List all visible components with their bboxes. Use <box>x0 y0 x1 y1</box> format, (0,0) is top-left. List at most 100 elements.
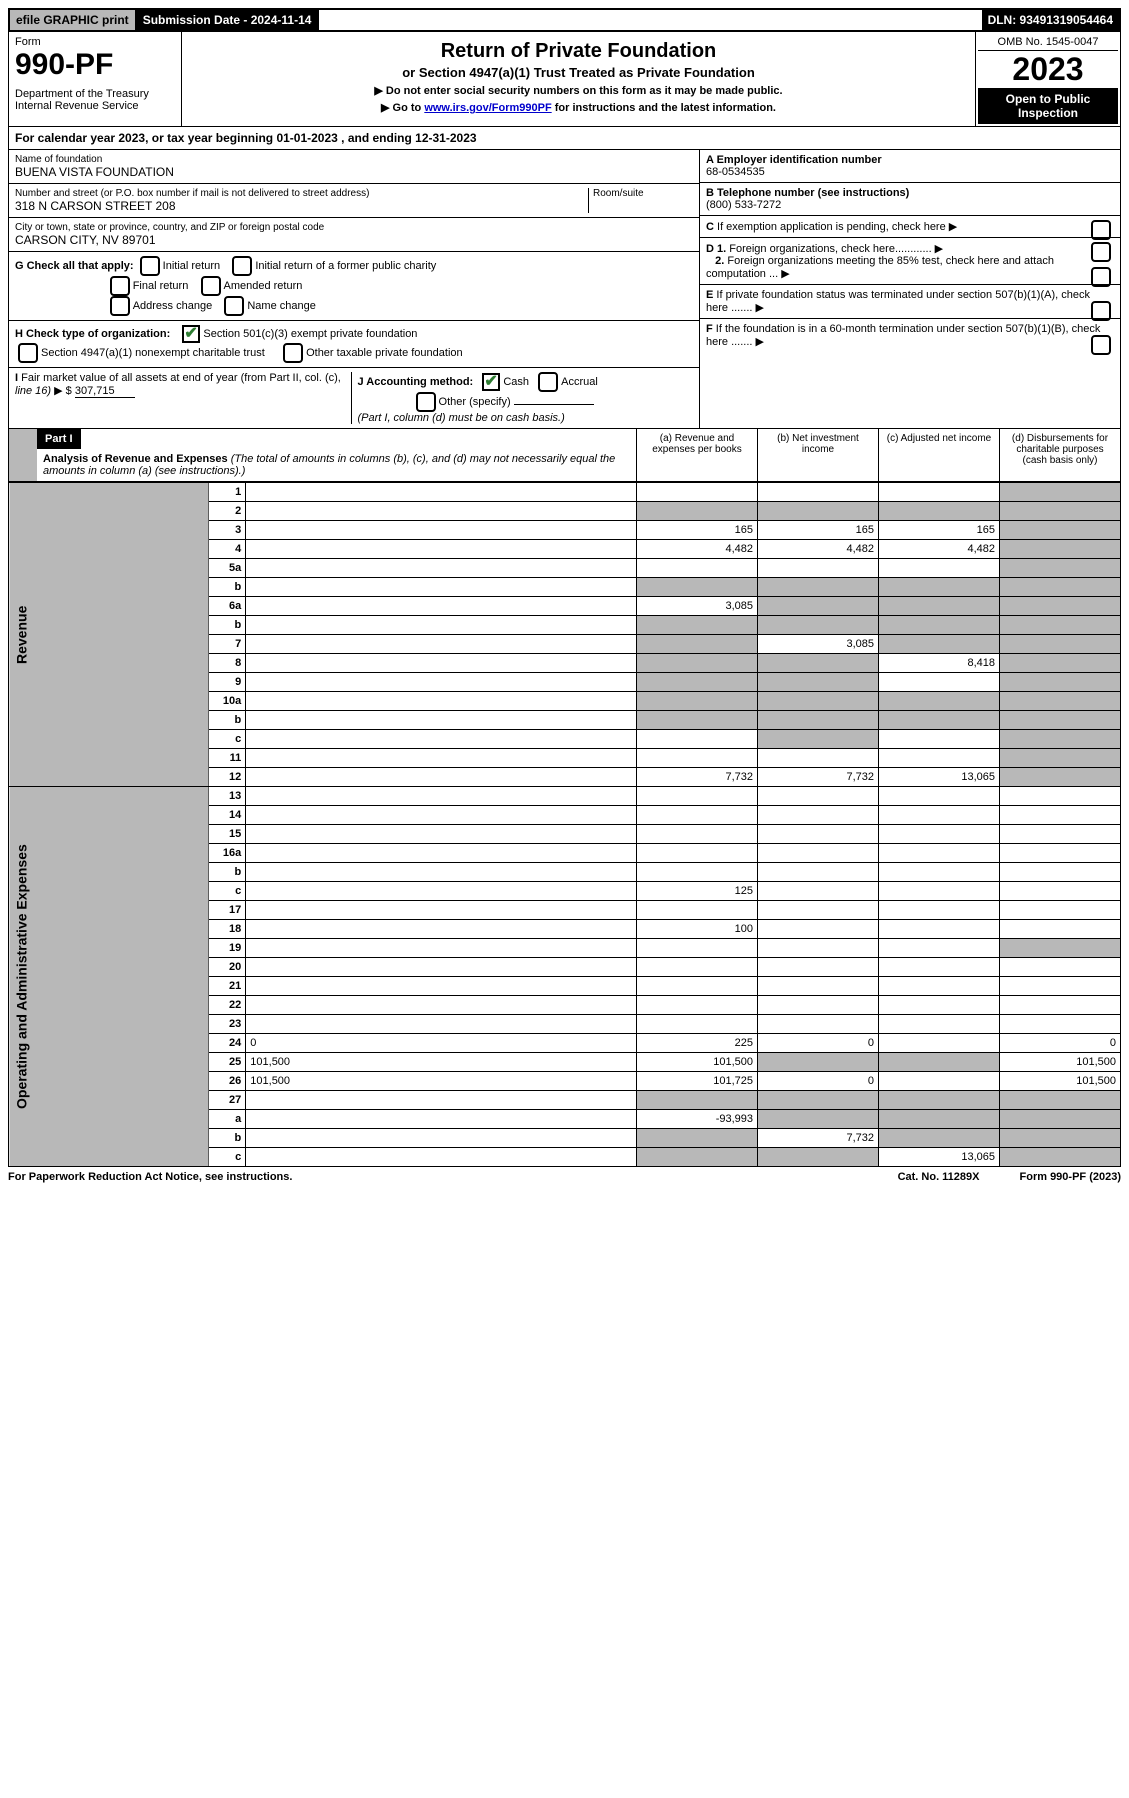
line-desc <box>246 540 637 559</box>
line-number: b <box>209 616 246 635</box>
cell-a: 101,725 <box>637 1072 758 1091</box>
ein-value: 68-0534535 <box>706 166 1114 178</box>
line-desc <box>246 996 637 1015</box>
cell-d <box>1000 787 1121 806</box>
cell-d <box>1000 844 1121 863</box>
cell-c <box>879 692 1000 711</box>
cell-a <box>637 996 758 1015</box>
part1-header-row: Part I Analysis of Revenue and Expenses … <box>8 429 1121 482</box>
cell-d: 101,500 <box>1000 1053 1121 1072</box>
cell-a: 125 <box>637 882 758 901</box>
cell-a <box>637 844 758 863</box>
cell-b: 7,732 <box>758 1129 879 1148</box>
cell-d <box>1000 1110 1121 1129</box>
room-label: Room/suite <box>593 188 693 199</box>
check-4947[interactable] <box>18 343 38 363</box>
cell-a <box>637 654 758 673</box>
line-desc <box>246 749 637 768</box>
check-d2[interactable] <box>1091 267 1111 287</box>
cell-d <box>1000 768 1121 787</box>
line-number: 24 <box>209 1034 246 1053</box>
line-number: 26 <box>209 1072 246 1091</box>
line-desc <box>246 559 637 578</box>
cell-a <box>637 730 758 749</box>
cell-b: 4,482 <box>758 540 879 559</box>
line-desc <box>246 977 637 996</box>
cell-c <box>879 1110 1000 1129</box>
table-row: Operating and Administrative Expenses13 <box>9 787 1121 806</box>
tel-label: B Telephone number (see instructions) <box>706 187 1114 199</box>
check-address-change[interactable] <box>110 296 130 316</box>
irs-link[interactable]: www.irs.gov/Form990PF <box>424 102 551 114</box>
cell-a: 3,085 <box>637 597 758 616</box>
cell-d <box>1000 825 1121 844</box>
cell-b: 3,085 <box>758 635 879 654</box>
line-desc <box>246 844 637 863</box>
check-name-change[interactable] <box>224 296 244 316</box>
cell-d <box>1000 958 1121 977</box>
cell-d <box>1000 540 1121 559</box>
cell-c: 4,482 <box>879 540 1000 559</box>
check-accrual[interactable] <box>538 372 558 392</box>
cell-b <box>758 1053 879 1072</box>
cell-a <box>637 1015 758 1034</box>
check-e[interactable] <box>1091 301 1111 321</box>
line-number: 20 <box>209 958 246 977</box>
line-number: c <box>209 882 246 901</box>
line-desc <box>246 1110 637 1129</box>
submission-date: Submission Date - 2024-11-14 <box>137 10 320 30</box>
line-desc <box>246 673 637 692</box>
check-501c3[interactable] <box>182 325 200 343</box>
part1-label: Part I <box>37 429 81 449</box>
cell-a: 7,732 <box>637 768 758 787</box>
line-number: b <box>209 1129 246 1148</box>
cell-b <box>758 806 879 825</box>
omb-number: OMB No. 1545-0047 <box>978 34 1118 51</box>
cell-d <box>1000 711 1121 730</box>
line-desc <box>246 483 637 502</box>
line-desc <box>246 863 637 882</box>
cell-b <box>758 673 879 692</box>
cell-d: 101,500 <box>1000 1072 1121 1091</box>
cell-b <box>758 578 879 597</box>
cell-d <box>1000 882 1121 901</box>
part1-title: Analysis of Revenue and Expenses <box>43 453 228 465</box>
cell-b: 7,732 <box>758 768 879 787</box>
cell-c <box>879 578 1000 597</box>
line-desc <box>246 920 637 939</box>
section-c: C If exemption application is pending, c… <box>700 216 1120 238</box>
main-table: Revenue12316516516544,4824,4824,4825ab6a… <box>8 482 1121 1167</box>
line-number: 27 <box>209 1091 246 1110</box>
dln: DLN: 93491319054464 <box>982 10 1119 30</box>
cell-a <box>637 901 758 920</box>
efile-print-button[interactable]: efile GRAPHIC print <box>10 10 137 30</box>
cell-c <box>879 806 1000 825</box>
cell-c <box>879 597 1000 616</box>
check-initial-former[interactable] <box>232 256 252 276</box>
check-c[interactable] <box>1091 220 1111 240</box>
cell-c: 8,418 <box>879 654 1000 673</box>
line-number: 12 <box>209 768 246 787</box>
check-other-method[interactable] <box>416 392 436 412</box>
check-cash[interactable] <box>482 373 500 391</box>
cell-c <box>879 939 1000 958</box>
cell-a <box>637 616 758 635</box>
line-desc <box>246 901 637 920</box>
check-f[interactable] <box>1091 335 1111 355</box>
check-initial-return[interactable] <box>140 256 160 276</box>
check-amended[interactable] <box>201 276 221 296</box>
fmv-value: 307,715 <box>75 385 135 398</box>
check-other-taxable[interactable] <box>283 343 303 363</box>
cell-c <box>879 483 1000 502</box>
cell-d <box>1000 502 1121 521</box>
check-final-return[interactable] <box>110 276 130 296</box>
cell-a <box>637 692 758 711</box>
cell-c <box>879 787 1000 806</box>
cell-b <box>758 939 879 958</box>
cell-b <box>758 958 879 977</box>
cell-c <box>879 844 1000 863</box>
line-number: 21 <box>209 977 246 996</box>
check-d1[interactable] <box>1091 242 1111 262</box>
cell-d: 0 <box>1000 1034 1121 1053</box>
cell-d <box>1000 901 1121 920</box>
